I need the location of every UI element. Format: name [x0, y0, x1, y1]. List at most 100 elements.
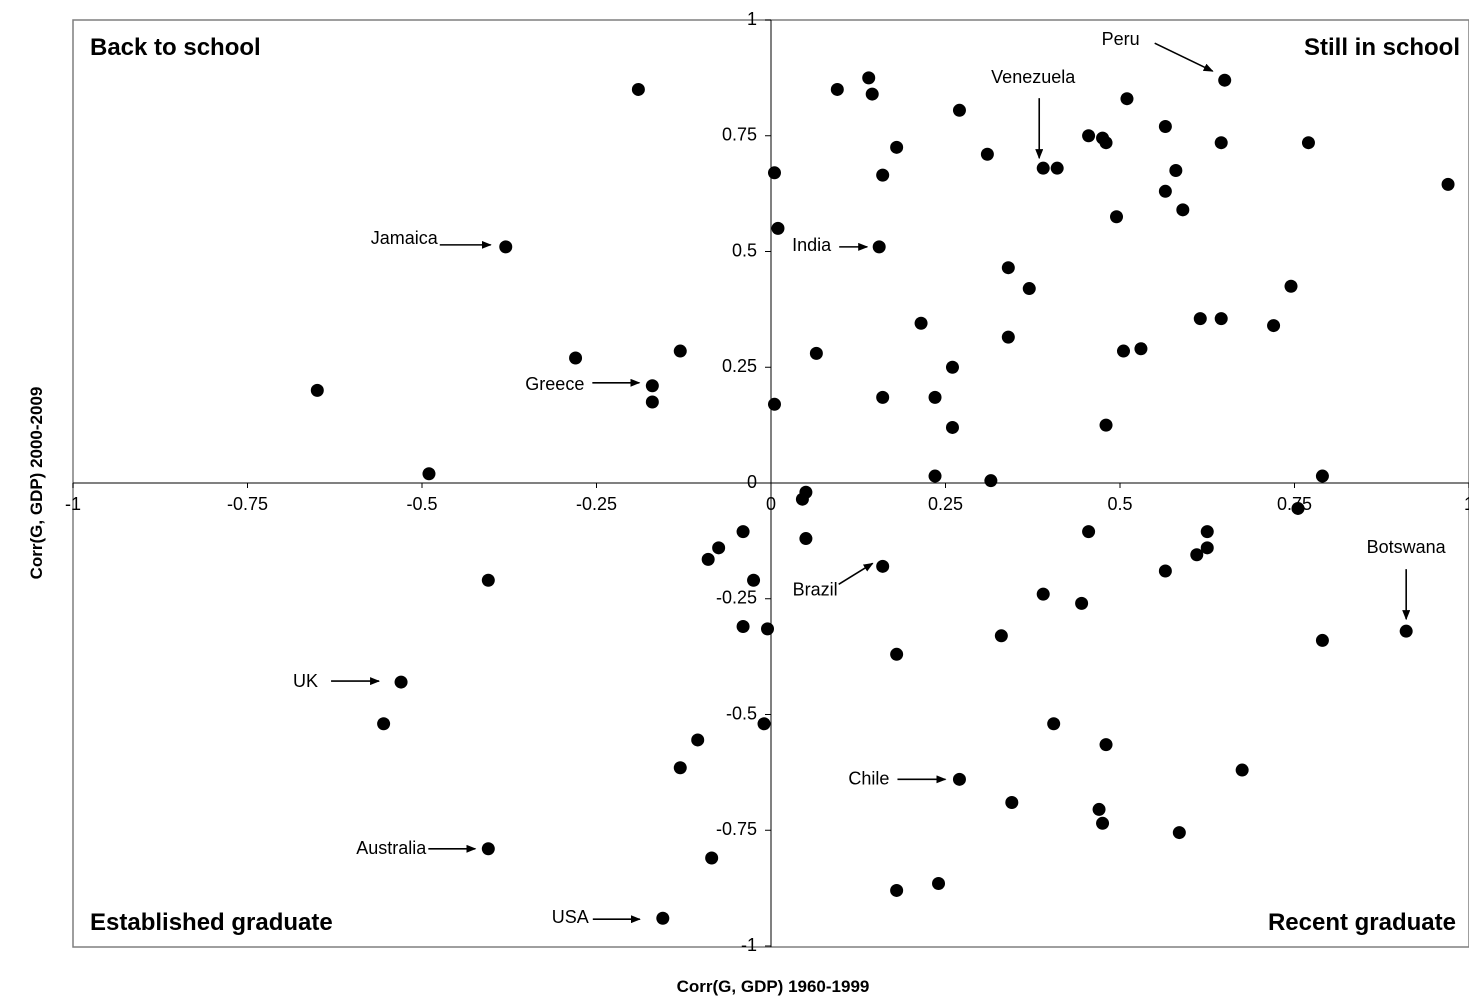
data-point — [767, 397, 781, 411]
y-tick-label: 1 — [747, 9, 757, 29]
data-point — [1092, 802, 1106, 816]
data-point — [1315, 469, 1329, 483]
data-point — [645, 379, 659, 393]
country-label-brazil: Brazil — [793, 579, 838, 599]
data-point — [890, 140, 904, 154]
data-point — [705, 851, 719, 865]
arrow-brazil — [838, 562, 874, 586]
data-point — [994, 629, 1008, 643]
y-axis-title: Corr(G, GDP) 2000-2009 — [27, 387, 46, 580]
data-point — [422, 467, 436, 481]
data-point — [1218, 73, 1232, 87]
data-point — [1047, 717, 1061, 731]
data-point — [980, 147, 994, 161]
data-point — [1291, 501, 1305, 515]
data-point — [1082, 525, 1096, 539]
data-point — [377, 717, 391, 731]
data-point — [1036, 161, 1050, 175]
country-label-usa: USA — [552, 907, 589, 927]
data-point — [1116, 344, 1130, 358]
data-point — [1284, 279, 1298, 293]
data-point — [872, 240, 886, 254]
data-point — [1120, 92, 1134, 106]
data-point — [1169, 163, 1183, 177]
data-point — [1134, 342, 1148, 356]
quadrant-label-bottom-right: Recent graduate — [1268, 909, 1456, 936]
data-point — [1200, 525, 1214, 539]
data-point — [757, 717, 771, 731]
data-point — [1193, 312, 1207, 326]
x-axis-title: Corr(G, GDP) 1960-1999 — [677, 977, 870, 996]
arrow-peru — [1154, 42, 1214, 72]
data-point — [945, 420, 959, 434]
quadrant-label-top-left: Back to school — [90, 34, 261, 61]
data-point — [876, 168, 890, 182]
data-point — [914, 316, 928, 330]
y-tick-label: 0.25 — [722, 356, 757, 376]
x-tick-label: 0.5 — [1107, 494, 1132, 514]
data-point — [1172, 826, 1186, 840]
y-tick-label: -0.5 — [726, 703, 757, 723]
data-point — [1005, 795, 1019, 809]
data-point — [656, 911, 670, 925]
data-point — [876, 390, 890, 404]
x-tick-label: -0.25 — [576, 494, 617, 514]
data-point — [1001, 330, 1015, 344]
data-point — [1022, 282, 1036, 296]
data-point — [862, 71, 876, 85]
country-label-peru: Peru — [1102, 29, 1140, 49]
data-point — [799, 532, 813, 546]
data-point — [1315, 633, 1329, 647]
data-point — [1099, 136, 1113, 150]
data-point — [865, 87, 879, 101]
country-label-chile: Chile — [848, 768, 889, 788]
data-point — [481, 573, 495, 587]
data-point — [1214, 136, 1228, 150]
data-point — [569, 351, 583, 365]
y-tick-label: 0 — [747, 472, 757, 492]
country-label-jamaica: Jamaica — [371, 228, 439, 248]
data-point — [952, 772, 966, 786]
y-tick-label: -0.75 — [716, 819, 757, 839]
data-point — [809, 346, 823, 360]
data-point — [481, 842, 495, 856]
data-point — [830, 82, 844, 96]
data-point — [394, 675, 408, 689]
data-point — [928, 469, 942, 483]
x-tick-label: 1 — [1464, 494, 1469, 514]
data-point — [673, 761, 687, 775]
data-point — [1036, 587, 1050, 601]
data-point — [1158, 564, 1172, 578]
data-point — [1176, 203, 1190, 217]
y-tick-label: -1 — [741, 935, 757, 955]
data-point — [1082, 129, 1096, 143]
data-point — [1158, 119, 1172, 133]
data-point — [890, 883, 904, 897]
data-point — [1050, 161, 1064, 175]
data-point — [673, 344, 687, 358]
data-point — [1301, 136, 1315, 150]
data-point — [1399, 624, 1413, 638]
x-tick-label: -1 — [65, 494, 81, 514]
data-point — [310, 383, 324, 397]
data-point — [952, 103, 966, 117]
data-point — [767, 166, 781, 180]
data-point — [1096, 816, 1110, 830]
data-point — [1214, 312, 1228, 326]
data-point — [1099, 738, 1113, 752]
data-point — [1075, 596, 1089, 610]
country-label-india: India — [792, 235, 832, 255]
country-label-botswana: Botswana — [1367, 537, 1447, 557]
x-tick-label: -0.5 — [406, 494, 437, 514]
data-point — [1110, 210, 1124, 224]
data-point — [984, 474, 998, 488]
data-point — [736, 525, 750, 539]
country-label-australia: Australia — [356, 838, 427, 858]
country-label-uk: UK — [293, 671, 318, 691]
data-point — [712, 541, 726, 555]
data-point — [1267, 319, 1281, 333]
data-point — [1235, 763, 1249, 777]
data-point — [1441, 177, 1455, 191]
country-label-venezuela: Venezuela — [991, 67, 1076, 87]
